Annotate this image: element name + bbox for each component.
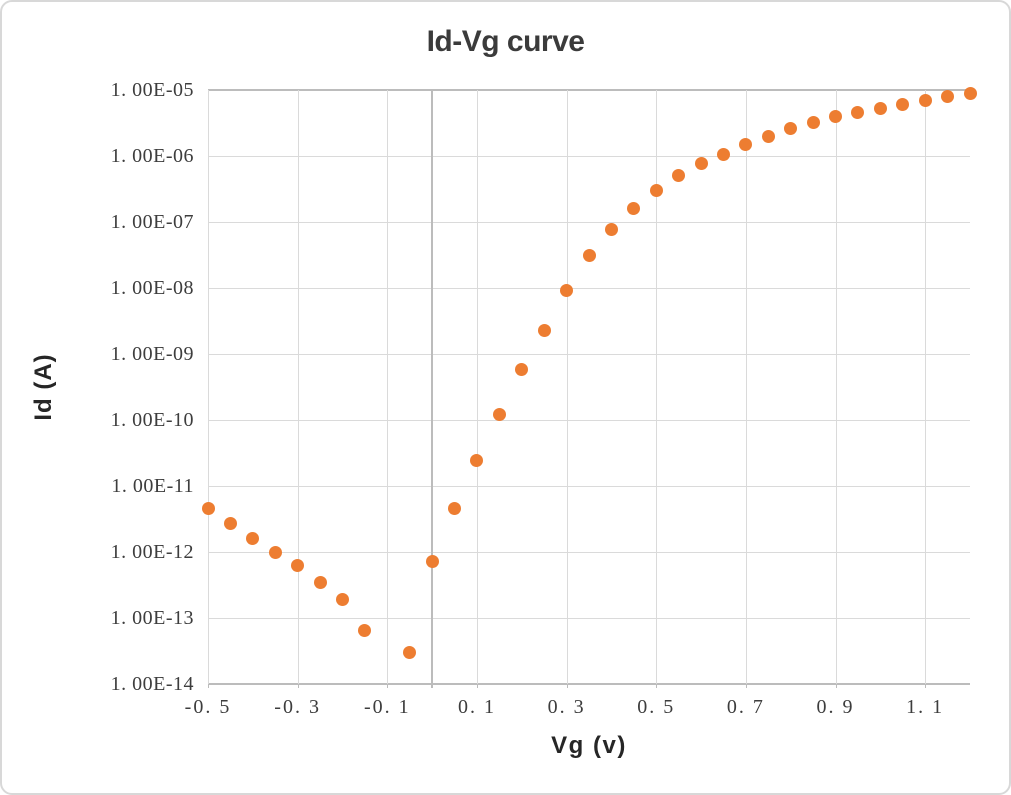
data-point (829, 110, 843, 124)
data-point (806, 116, 820, 130)
data-point (358, 623, 372, 637)
gridline-vertical (835, 90, 837, 684)
x-axis-tick (476, 684, 478, 688)
data-point (761, 129, 775, 143)
x-tick-label: 0. 9 (816, 696, 855, 718)
x-axis-tick (566, 684, 568, 688)
gridline-vertical (297, 90, 299, 684)
x-axis-tick (208, 684, 209, 688)
data-point (335, 593, 349, 607)
gridline-vertical (476, 90, 478, 684)
data-point (784, 122, 798, 136)
data-point (649, 184, 663, 197)
data-point (515, 362, 529, 376)
gridline-vertical (208, 90, 209, 684)
y-tick-label: 1. 00E-10 (110, 409, 194, 431)
gridline-horizontal-top (208, 89, 970, 91)
x-axis-line (208, 683, 970, 685)
x-tick-label: 0. 7 (726, 696, 765, 718)
data-point (604, 223, 618, 237)
data-point (403, 646, 417, 659)
x-axis-tick (745, 684, 747, 688)
data-point (448, 502, 462, 516)
x-tick-label: 0. 5 (637, 696, 676, 718)
gridline-horizontal (208, 354, 970, 355)
y-tick-label: 1. 00E-12 (110, 541, 194, 563)
x-axis-tick (387, 684, 389, 688)
gridline-vertical (566, 90, 568, 684)
y-tick-label: 1. 00E-13 (110, 607, 194, 629)
y-tick-label: 1. 00E-05 (110, 79, 194, 101)
data-point (560, 283, 574, 297)
gridline-vertical (656, 90, 658, 684)
gridline-horizontal (208, 420, 970, 421)
chart-title: Id-Vg curve (426, 25, 585, 58)
data-point (537, 323, 551, 337)
data-point (291, 559, 305, 573)
x-tick-label: -0. 5 (184, 696, 232, 718)
data-point (851, 106, 865, 120)
data-point (470, 454, 484, 468)
y-tick-label: 1. 00E-06 (110, 145, 194, 167)
data-point (201, 501, 215, 515)
gridline-vertical (745, 90, 747, 684)
data-point (896, 98, 910, 112)
x-tick-label: 0. 1 (457, 696, 496, 718)
gridline-vertical (387, 90, 389, 684)
data-point (694, 157, 708, 171)
y-axis-line (431, 90, 434, 688)
y-tick-label: 1. 00E-08 (110, 277, 194, 299)
data-point (963, 87, 977, 101)
plot-area (201, 87, 977, 688)
data-point (313, 575, 327, 589)
x-axis-title: Vg (v) (551, 732, 627, 759)
data-point (672, 168, 686, 182)
x-tick-label: 1. 1 (906, 696, 945, 718)
data-point (873, 102, 887, 116)
data-point (941, 89, 955, 103)
data-point (739, 137, 753, 151)
data-point (582, 249, 596, 263)
y-tick-label: 1. 00E-07 (110, 211, 194, 233)
y-tick-label: 1. 00E-09 (110, 343, 194, 365)
x-tick-label: -0. 3 (274, 696, 321, 718)
y-tick-label: 1. 00E-14 (110, 673, 194, 695)
gridline-horizontal (208, 486, 970, 487)
x-axis-tick (297, 684, 299, 688)
data-point (268, 545, 282, 559)
data-point (918, 94, 932, 108)
x-tick-label: 0. 3 (547, 696, 586, 718)
x-axis-tick (925, 684, 927, 688)
data-point (425, 554, 439, 568)
gridline-horizontal (208, 222, 970, 223)
data-point (223, 517, 237, 531)
x-axis-tick (835, 684, 837, 688)
data-point (627, 202, 641, 216)
data-point (716, 148, 730, 162)
gridline-horizontal (208, 156, 970, 157)
gridline-vertical (925, 90, 927, 684)
data-point (246, 532, 260, 546)
gridline-horizontal (208, 552, 970, 553)
gridline-horizontal (208, 618, 970, 619)
gridline-horizontal (208, 288, 970, 289)
x-axis-tick (656, 684, 658, 688)
y-tick-label: 1. 00E-11 (111, 475, 194, 497)
data-point (492, 408, 506, 422)
x-tick-label: -0. 1 (363, 696, 411, 718)
